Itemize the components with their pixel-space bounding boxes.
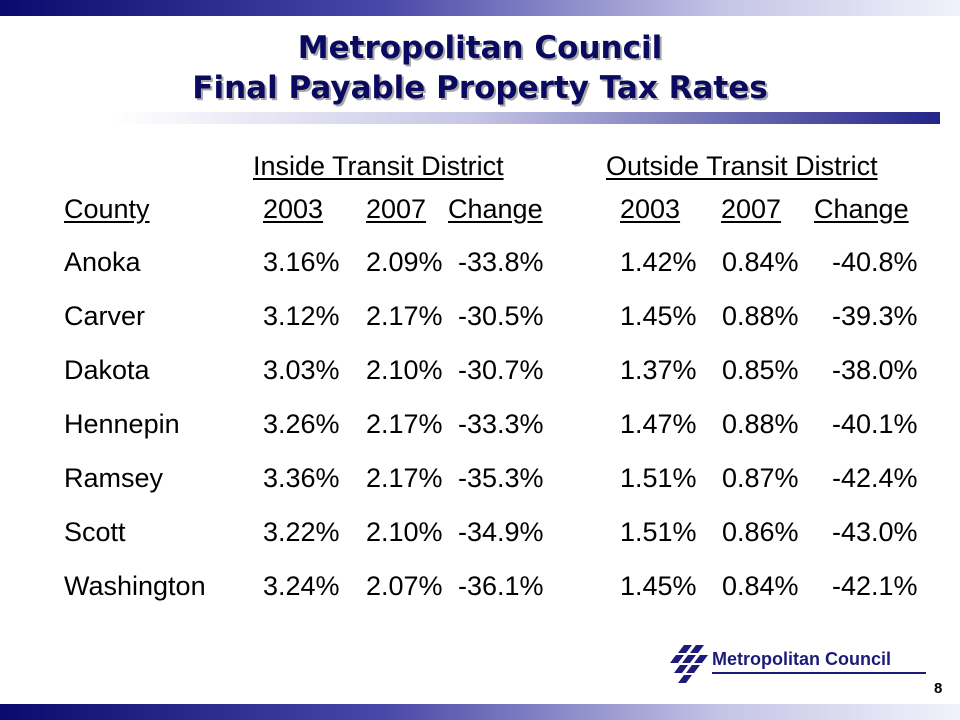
cell-inside-2003: 3.12% xyxy=(263,301,340,331)
logo-underline xyxy=(712,672,926,674)
title-gradient-rule xyxy=(0,112,940,124)
cell-outside-change: -39.3% xyxy=(832,301,918,331)
cell-outside-change: -40.1% xyxy=(832,409,918,439)
cell-county: Hennepin xyxy=(64,409,180,439)
cell-outside-2003: 1.45% xyxy=(620,301,697,331)
slide-title-line2: Final Payable Property Tax Rates xyxy=(192,70,768,106)
cell-outside-2007: 0.85% xyxy=(722,355,799,385)
cell-inside-2003: 3.16% xyxy=(263,247,340,277)
metropolitan-council-logo-icon xyxy=(670,645,708,683)
cell-outside-2003: 1.51% xyxy=(620,463,697,493)
cell-inside-2003: 3.26% xyxy=(263,409,340,439)
cell-county: Carver xyxy=(64,301,146,331)
slide-title-line1: Metropolitan Council xyxy=(297,30,663,66)
cell-outside-change: -42.1% xyxy=(832,571,918,601)
cell-outside-2007: 0.86% xyxy=(722,517,799,547)
bottom-gradient-bar xyxy=(0,704,960,720)
cell-inside-2007: 2.17% xyxy=(366,301,443,331)
column-header-outside-2007: 2007 xyxy=(721,194,782,224)
group-header-inside: Inside Transit District xyxy=(253,151,504,181)
page-number: 8 xyxy=(934,680,943,697)
logo-wordmark: Metropolitan Council xyxy=(712,649,891,669)
column-header-outside-2003: 2003 xyxy=(620,194,681,224)
group-header-outside: Outside Transit District xyxy=(606,151,878,181)
cell-outside-2007: 0.88% xyxy=(722,301,799,331)
cell-inside-2003: 3.24% xyxy=(263,571,340,601)
cell-inside-2003: 3.22% xyxy=(263,517,340,547)
column-header-outside-change: Change xyxy=(814,194,909,224)
column-header-county: County xyxy=(64,194,150,224)
column-header-inside-2003: 2003 xyxy=(263,194,324,224)
cell-inside-change: -35.3% xyxy=(458,463,544,493)
cell-inside-2007: 2.07% xyxy=(366,571,443,601)
cell-outside-2007: 0.88% xyxy=(722,409,799,439)
cell-county: Anoka xyxy=(64,247,141,277)
cell-outside-2007: 0.84% xyxy=(722,571,799,601)
cell-inside-2007: 2.17% xyxy=(366,463,443,493)
cell-outside-change: -43.0% xyxy=(832,517,918,547)
cell-outside-change: -40.8% xyxy=(832,247,918,277)
cell-outside-2003: 1.37% xyxy=(620,355,697,385)
cell-inside-change: -30.5% xyxy=(458,301,544,331)
column-header-inside-2007: 2007 xyxy=(366,194,427,224)
cell-outside-change: -38.0% xyxy=(832,355,918,385)
cell-inside-2003: 3.03% xyxy=(263,355,340,385)
cell-outside-2007: 0.87% xyxy=(722,463,799,493)
top-gradient-bar xyxy=(0,0,960,16)
cell-outside-change: -42.4% xyxy=(832,463,918,493)
cell-county: Ramsey xyxy=(64,463,164,493)
cell-inside-2003: 3.36% xyxy=(263,463,340,493)
cell-county: Washington xyxy=(64,571,206,601)
cell-inside-change: -34.9% xyxy=(458,517,544,547)
cell-outside-2003: 1.51% xyxy=(620,517,697,547)
cell-inside-change: -33.3% xyxy=(458,409,544,439)
cell-inside-change: -36.1% xyxy=(458,571,544,601)
cell-inside-change: -33.8% xyxy=(458,247,544,277)
cell-inside-2007: 2.10% xyxy=(366,517,443,547)
cell-inside-2007: 2.17% xyxy=(366,409,443,439)
column-header-inside-change: Change xyxy=(448,194,543,224)
cell-outside-2003: 1.45% xyxy=(620,571,697,601)
cell-outside-2007: 0.84% xyxy=(722,247,799,277)
cell-inside-change: -30.7% xyxy=(458,355,544,385)
cell-outside-2003: 1.47% xyxy=(620,409,697,439)
cell-outside-2003: 1.42% xyxy=(620,247,697,277)
cell-county: Scott xyxy=(64,517,126,547)
cell-inside-2007: 2.09% xyxy=(366,247,443,277)
cell-county: Dakota xyxy=(64,355,150,385)
cell-inside-2007: 2.10% xyxy=(366,355,443,385)
